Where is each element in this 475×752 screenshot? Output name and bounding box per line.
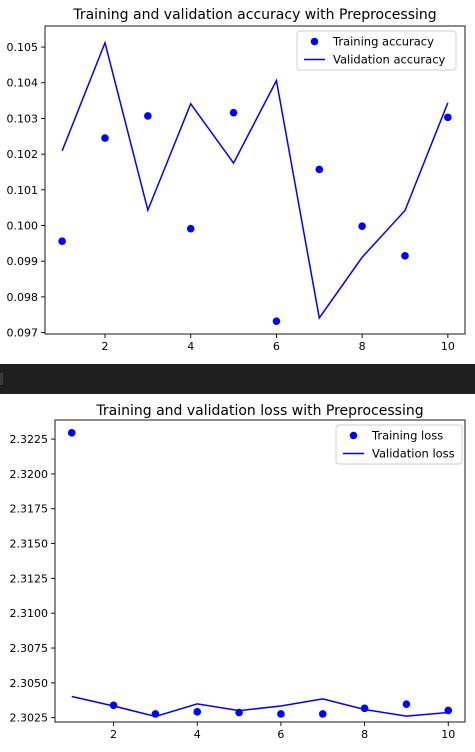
loss-chart-panel: Training and validation loss with Prepro…: [0, 394, 475, 752]
x-tick-label: 2: [102, 340, 109, 353]
y-tick-label: 0.101: [7, 184, 39, 197]
y-tick-label: 2.3150: [10, 538, 49, 551]
data-point-training-accuracy: [144, 112, 152, 120]
y-tick-label: 2.3025: [10, 712, 49, 725]
y-tick-label: 2.3100: [10, 607, 49, 620]
x-tick-label: 8: [359, 340, 366, 353]
legend-box: [335, 424, 463, 465]
plot-frame: [44, 25, 466, 335]
legend-label: Training loss: [371, 429, 443, 443]
x-tick-label: 2: [110, 728, 117, 741]
y-tick-label: 0.103: [7, 112, 39, 125]
data-point-training-loss: [318, 710, 327, 718]
loss-chart: Training and validation loss with Prepro…: [10, 403, 466, 741]
legend-label: Training accuracy: [332, 35, 434, 49]
x-tick-label: 4: [194, 728, 201, 741]
legend-label: Validation loss: [372, 447, 455, 461]
chart-title: Training and validation accuracy with Pr…: [72, 7, 436, 23]
x-tick-label: 10: [441, 728, 455, 741]
y-tick-label: 0.100: [7, 220, 39, 233]
y-tick-label: 0.099: [7, 255, 39, 268]
accuracy-chart: Training and validation accuracy with Pr…: [7, 7, 466, 353]
y-tick-label: 2.3075: [10, 642, 49, 655]
x-tick-label: 10: [441, 340, 455, 353]
y-tick-label: 0.102: [7, 148, 39, 161]
y-tick-label: 2.3050: [10, 677, 49, 690]
y-tick-label: 0.098: [7, 291, 39, 304]
y-tick-label: 0.104: [7, 77, 39, 90]
legend-label: Validation accuracy: [333, 53, 446, 67]
accuracy-chart-panel: Training and validation accuracy with Pr…: [0, 0, 475, 364]
y-tick-label: 2.3200: [10, 468, 49, 481]
y-tick-label: 2.3175: [10, 503, 49, 516]
x-tick-label: 4: [187, 340, 194, 353]
data-point-training-accuracy: [401, 252, 409, 260]
data-point-training-loss: [193, 708, 202, 716]
data-point-training-loss: [67, 429, 76, 437]
data-point-training-accuracy: [315, 165, 324, 174]
x-tick-label: 6: [277, 728, 284, 741]
data-point-training-accuracy: [444, 113, 452, 122]
plot-frame: [54, 419, 466, 723]
chart-title: Training and validation loss with Prepro…: [95, 403, 423, 419]
y-tick-label: 2.3225: [10, 433, 49, 446]
data-point-training-accuracy: [186, 224, 195, 233]
legend-marker-swatch: [310, 37, 319, 46]
x-tick-label: 6: [273, 340, 280, 353]
legend-box: [296, 30, 457, 71]
data-point-training-loss: [277, 710, 285, 718]
x-tick-label: 8: [361, 728, 368, 741]
data-point-training-accuracy: [58, 237, 66, 246]
data-point-training-accuracy: [101, 134, 109, 142]
series-line-validation-loss: [71, 695, 449, 718]
data-point-training-accuracy: [272, 317, 281, 325]
legend-marker-swatch: [349, 431, 358, 440]
data-point-training-loss: [402, 700, 411, 708]
data-point-training-accuracy: [358, 222, 366, 231]
separator-mark: [0, 373, 3, 385]
output-separator: [0, 364, 475, 394]
y-tick-label: 0.105: [7, 41, 39, 54]
y-tick-label: 0.097: [7, 327, 39, 340]
data-point-training-accuracy: [229, 108, 238, 117]
series-line-validation-accuracy: [61, 40, 449, 320]
y-tick-label: 2.3125: [10, 572, 49, 585]
